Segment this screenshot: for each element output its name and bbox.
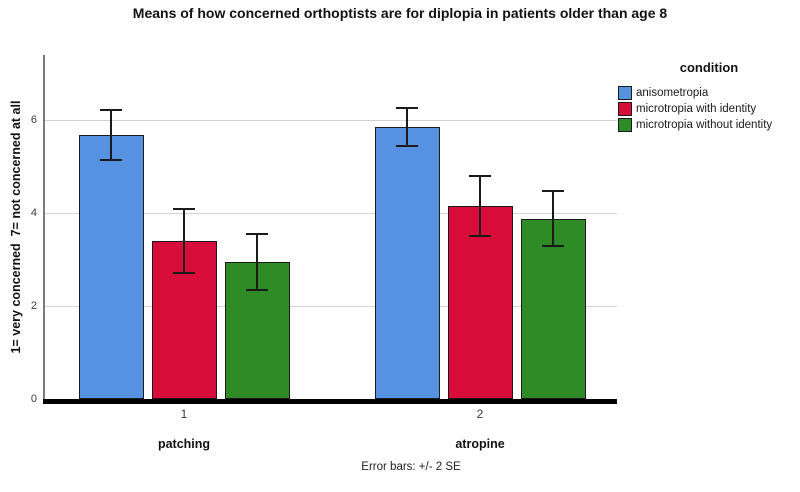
gridline bbox=[44, 119, 617, 121]
error-bar-cap bbox=[469, 234, 491, 237]
error-bar bbox=[256, 233, 258, 291]
group-label-patching: patching bbox=[157, 437, 211, 451]
y-tick-label: 6 bbox=[30, 114, 37, 127]
bar-anisometropia-atropine bbox=[374, 127, 440, 399]
x-axis-baseline bbox=[43, 399, 617, 404]
error-bar-cap bbox=[246, 289, 268, 292]
error-bar-cap bbox=[542, 190, 564, 193]
error-bar bbox=[110, 110, 112, 160]
x-tick-label: 2 bbox=[476, 407, 484, 421]
legend-item: microtropia without identity bbox=[618, 118, 800, 132]
chart-title: Means of how concerned orthoptists are f… bbox=[132, 5, 668, 21]
error-bar bbox=[406, 108, 408, 146]
error-bar bbox=[479, 176, 481, 236]
y-axis-line bbox=[43, 55, 45, 399]
error-bar-cap bbox=[246, 232, 268, 235]
y-tick-label: 2 bbox=[30, 300, 37, 313]
bar-anisometropia-patching bbox=[78, 134, 144, 399]
legend-title: condition bbox=[679, 60, 739, 75]
error-bar-cap bbox=[173, 272, 195, 275]
bar-microtropia-without-identity-atropine bbox=[520, 218, 586, 399]
legend: condition anisometropia microtropia with … bbox=[618, 60, 800, 134]
x-tick-label: 1 bbox=[180, 407, 188, 421]
legend-items: anisometropia microtropia with identity mi… bbox=[618, 86, 800, 132]
error-bar bbox=[552, 191, 554, 247]
error-bar-cap bbox=[173, 207, 195, 210]
error-bar-cap bbox=[396, 144, 418, 147]
error-bar bbox=[183, 208, 185, 273]
error-bar-cap bbox=[469, 175, 491, 178]
gridline bbox=[44, 212, 617, 214]
legend-swatch-icon bbox=[618, 102, 632, 116]
legend-item-label: microtropia with identity bbox=[636, 103, 757, 115]
y-tick-label: 0 bbox=[30, 393, 37, 405]
error-bar-cap bbox=[100, 109, 122, 112]
legend-item-label: microtropia without identity bbox=[636, 119, 773, 131]
group-label-atropine: atropine bbox=[455, 437, 505, 451]
y-tick-label: 4 bbox=[30, 207, 37, 220]
gridline bbox=[44, 305, 617, 307]
error-bars-note: Error bars: +/- 2 SE bbox=[361, 461, 461, 473]
error-bar-cap bbox=[100, 158, 122, 161]
error-bar-cap bbox=[396, 107, 418, 110]
y-axis-label: 1= very concerned 7= not concerned at al… bbox=[9, 100, 23, 354]
legend-item: anisometropia bbox=[618, 86, 800, 100]
legend-item: microtropia with identity bbox=[618, 102, 800, 116]
bar-microtropia-with-identity-atropine bbox=[447, 206, 513, 399]
legend-swatch-icon bbox=[618, 118, 632, 132]
legend-swatch-icon bbox=[618, 86, 632, 100]
legend-item-label: anisometropia bbox=[636, 87, 709, 99]
error-bar-cap bbox=[542, 245, 564, 248]
